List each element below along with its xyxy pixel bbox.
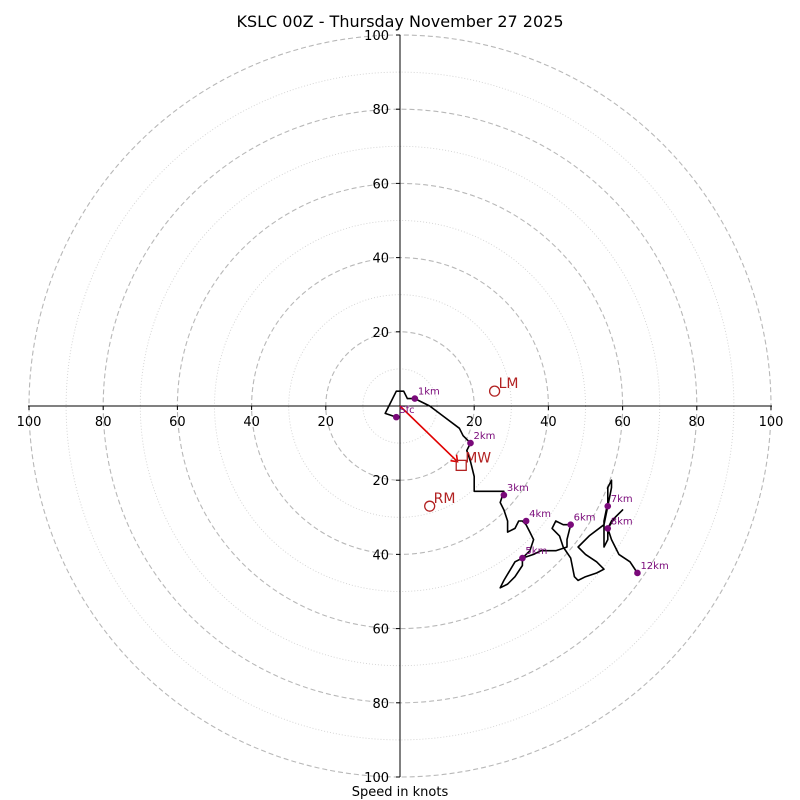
x-tick-labels: 100 80 60 40 20 20 40 60 80 100	[17, 406, 784, 430]
height-marker-Sfc	[392, 413, 400, 421]
left-mover-label: LM	[499, 376, 519, 392]
height-label-6km: 6km	[574, 513, 596, 524]
y-tick-label: 100	[364, 29, 389, 44]
height-markers: Sfc 1km 2km 3km 4km 5km 6km 7km 8km 12km	[392, 387, 669, 577]
x-tick-label: 60	[169, 415, 186, 430]
y-tick-label: 80	[372, 103, 389, 118]
x-tick-label: 20	[318, 415, 335, 430]
height-marker-2km	[467, 439, 474, 447]
y-tick-label: 20	[372, 326, 389, 341]
y-tick-label: 40	[372, 252, 389, 267]
height-marker-5km	[519, 554, 526, 562]
height-marker-12km	[634, 569, 641, 577]
height-label-Sfc: Sfc	[399, 405, 414, 416]
x-tick-label: 20	[466, 415, 483, 430]
shear-vector	[399, 405, 459, 463]
x-tick-label: 100	[17, 415, 42, 430]
shear-arrowhead	[450, 454, 459, 463]
mean-wind-marker	[455, 459, 467, 472]
y-tick-label: 80	[372, 697, 389, 712]
x-axis-label: Speed in knots	[352, 785, 449, 800]
right-mover-marker	[424, 500, 436, 512]
x-tick-label: 100	[759, 415, 784, 430]
height-label-3km: 3km	[507, 483, 529, 494]
y-tick-label: 40	[372, 548, 389, 563]
height-marker-8km	[604, 525, 612, 532]
height-marker-7km	[604, 502, 612, 510]
x-tick-label: 80	[689, 415, 706, 430]
left-mover-marker	[488, 385, 501, 397]
height-label-4km: 4km	[529, 509, 551, 520]
x-tick-label: 60	[614, 415, 631, 430]
height-marker-4km	[522, 517, 530, 525]
height-label-7km: 7km	[611, 494, 633, 505]
y-tick-label: 60	[372, 623, 389, 638]
height-label-2km: 2km	[473, 431, 495, 442]
mean-wind-label: MW	[465, 450, 491, 466]
height-label-5km: 5km	[525, 546, 547, 557]
y-tick-label: 100	[364, 771, 389, 786]
hodograph-trace-group	[384, 390, 639, 589]
y-tick-label: 60	[372, 177, 389, 192]
x-tick-label: 40	[540, 415, 557, 430]
y-tick-labels: 100 80 60 40 20 20 40 60 80 100	[364, 29, 400, 786]
x-tick-label: 40	[243, 415, 260, 430]
storm-motion-markers: LM MW RM	[424, 376, 519, 512]
height-label-8km: 8km	[611, 516, 633, 527]
height-label-1km: 1km	[418, 387, 440, 398]
height-marker-3km	[500, 491, 508, 499]
height-marker-6km	[567, 521, 574, 529]
height-marker-1km	[411, 395, 419, 402]
height-label-12km: 12km	[640, 561, 668, 572]
shear-vector-group	[399, 405, 459, 463]
x-tick-label: 80	[95, 415, 112, 430]
hodograph-line	[384, 390, 639, 589]
y-tick-label: 20	[372, 474, 389, 489]
chart-title: KSLC 00Z - Thursday November 27 2025	[236, 12, 563, 31]
right-mover-label: RM	[434, 491, 456, 507]
